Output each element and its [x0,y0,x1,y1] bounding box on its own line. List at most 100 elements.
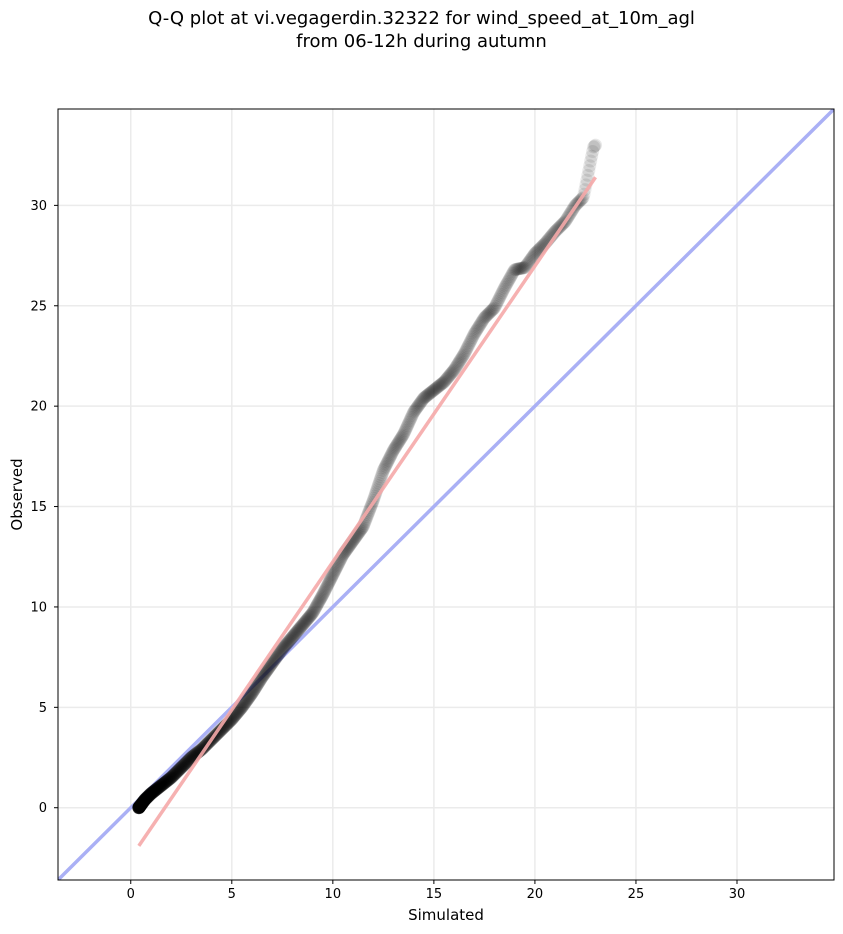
quantile-point [137,794,151,808]
quantile-point [512,262,526,276]
identity-line [58,109,834,880]
quantile-point [468,326,482,340]
quantile-point [138,792,152,806]
quantile-point [386,443,400,457]
quantile-point [140,790,154,804]
quantile-point [395,430,409,444]
quantile-point [264,657,278,671]
quantile-point [470,322,484,336]
quantile-point [513,262,527,276]
quantile-point [404,412,418,426]
quantile-point [279,638,293,652]
quantile-point [163,771,177,785]
quantile-point [399,422,413,436]
quantile-point [232,704,246,718]
quantile-point [157,777,171,791]
quantile-point [237,697,251,711]
quantile-point [169,766,183,780]
quantile-point [413,397,427,411]
quantile-point [525,250,539,264]
quantile-point [294,619,308,633]
quantile-point [507,263,521,277]
quantile-point [141,789,155,803]
quantile-point [280,637,294,651]
quantile-point [132,800,146,814]
quantile-point [469,325,483,339]
quantile-point [149,782,163,796]
x-tick-label: 20 [527,887,544,902]
quantile-point [383,451,397,465]
quantile-point [254,671,268,685]
quantile-point [429,381,443,395]
quantile-point [307,603,321,617]
quantile-point [310,598,324,612]
quantile-point [304,608,318,622]
quantile-point [497,282,511,296]
quantile-point [184,751,198,765]
quantile-point [137,793,151,807]
quantile-point [299,614,313,628]
quantile-point [511,262,525,276]
quantile-point [531,244,545,258]
quantile-point [259,665,273,679]
quantile-point [166,768,180,782]
quantile-point [132,801,146,815]
quantile-point [487,301,501,315]
quantile-point [390,438,404,452]
quantile-point [134,797,148,811]
quantile-point [504,270,518,284]
quantile-point [135,796,149,810]
quantile-point [181,754,195,768]
quantile-point [133,799,147,813]
quantile-point [144,787,158,801]
quantile-point [247,683,261,697]
quantile-point [235,700,249,714]
quantile-point [134,798,148,812]
quantile-point [466,329,480,343]
quantile-point [132,800,146,814]
quantile-point [256,670,270,684]
quantile-point [253,674,267,688]
quantile-point [268,653,282,667]
quantile-point [170,764,184,778]
chart-title: Q-Q plot at vi.vegagerdin.32322 for wind… [0,7,843,53]
quantile-point [171,763,185,777]
quantile-point [522,255,536,269]
quantile-point [170,765,184,779]
quantile-point [133,799,147,813]
quantile-point [494,287,508,301]
quantile-point [401,419,415,433]
quantile-point [506,265,520,279]
quantile-point [169,766,183,780]
quantile-point [499,277,513,291]
quantile-point [194,742,208,756]
quantile-point [313,593,327,607]
quantile-point [490,296,504,310]
quantile-point [135,797,149,811]
quantile-point [460,342,474,356]
quantile-point [247,683,261,697]
quantile-point [147,784,161,798]
quantile-point [132,801,146,815]
quantile-point [133,799,147,813]
quantile-point [477,311,491,325]
quantile-point [233,702,247,716]
quantile-point [310,599,324,613]
quantile-point [134,798,148,812]
quantile-point [320,579,334,593]
quantile-point [486,303,500,317]
quantile-point [142,789,156,803]
y-tick-label: 5 [39,701,47,716]
quantile-point [482,306,496,320]
quantile-point [246,685,260,699]
quantile-point [297,616,311,630]
quantile-point [138,793,152,807]
quantile-point [587,140,601,154]
quantile-point [403,414,417,428]
quantile-point [165,770,179,784]
quantile-point [251,676,265,690]
x-tick-label: 5 [228,887,236,902]
quantile-point [456,348,470,362]
quantile-point [241,691,255,705]
quantile-point [250,679,264,693]
